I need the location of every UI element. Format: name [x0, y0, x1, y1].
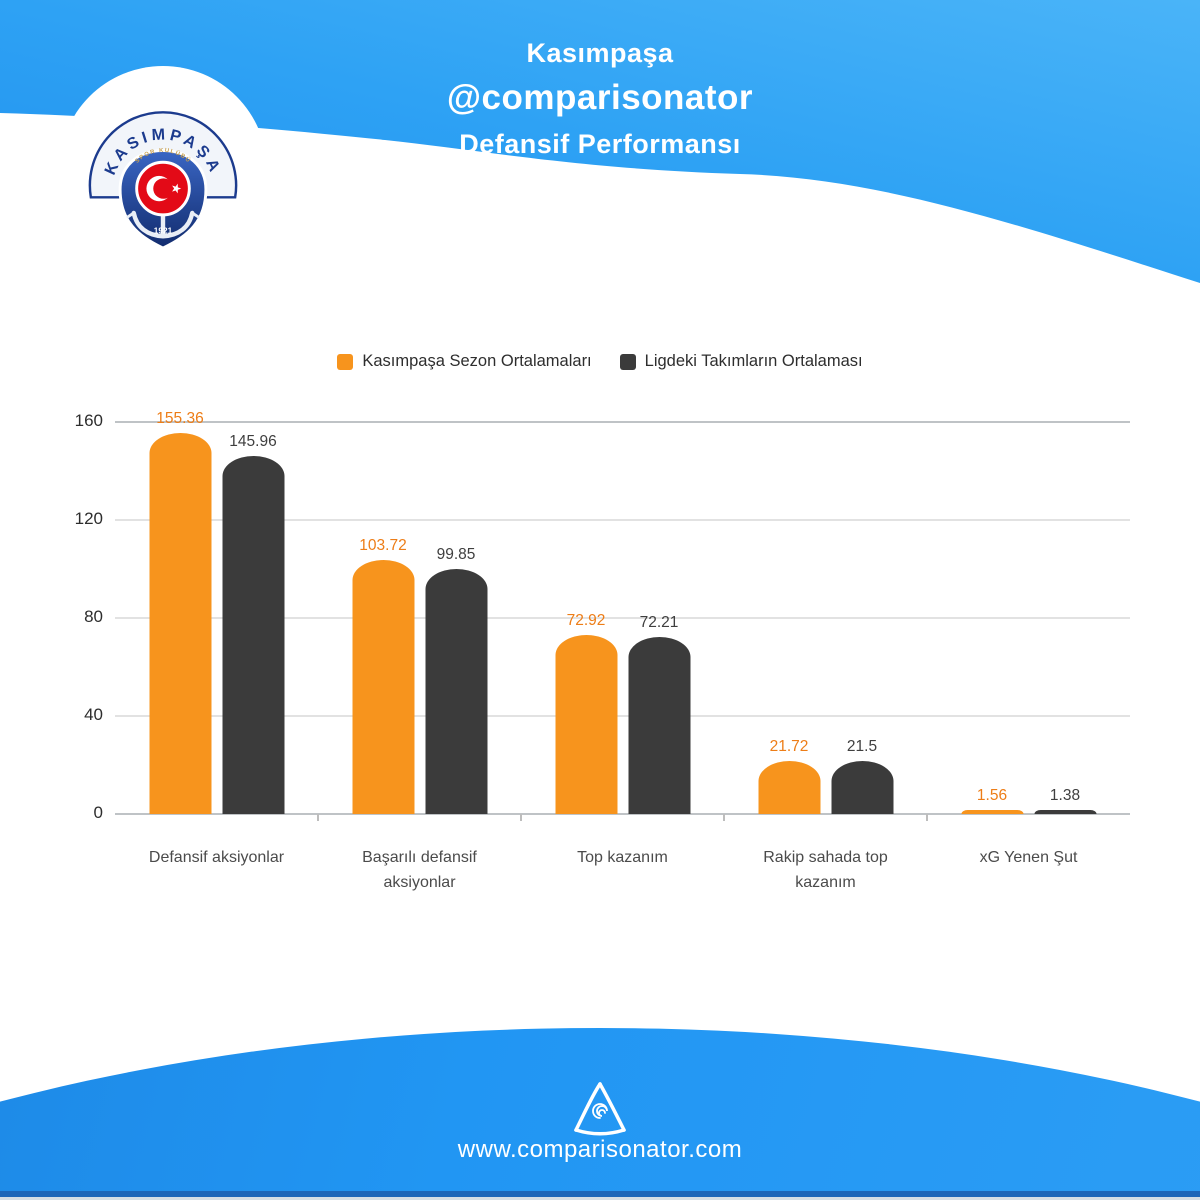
bottom-strip-light — [0, 1197, 1200, 1200]
y-tick-label-0: 0 — [93, 803, 103, 822]
bar-group: 21.72 21.5 Rakip sahada top kazanım — [724, 422, 927, 891]
y-tick-label-160: 160 — [74, 411, 103, 430]
bar-column: 155.36 — [149, 410, 211, 814]
bar-column: 145.96 — [222, 433, 284, 814]
value-label: 155.36 — [156, 410, 204, 428]
legend-label-league: Ligdeki Takımların Ortalaması — [644, 352, 863, 370]
x-axis-tick — [317, 814, 319, 821]
bar-column: 99.85 — [425, 546, 487, 814]
y-tick-label-80: 80 — [84, 607, 103, 626]
bar-group: 72.92 72.21 Top kazanım — [521, 422, 724, 866]
bar-kasimpasa — [352, 559, 414, 814]
bar-column: 21.72 — [758, 738, 820, 814]
gridline-80 — [115, 617, 1130, 619]
bar-league — [831, 761, 893, 814]
website-url: www.comparisonator.com — [457, 1136, 743, 1163]
bar-column: 103.72 — [352, 537, 414, 814]
bar-column: 1.56 — [961, 787, 1023, 814]
bar-column: 1.38 — [1034, 787, 1096, 814]
value-label: 21.72 — [769, 737, 809, 755]
star-icon — [172, 183, 182, 194]
comparisonator-logo-icon — [574, 1082, 626, 1136]
category-label: Rakip sahada top kazanım — [763, 849, 888, 891]
crescent-inner — [153, 178, 174, 199]
gridline-120 — [115, 519, 1130, 521]
value-label: 145.96 — [229, 433, 277, 451]
team-name: Kasımpaşa — [526, 38, 674, 68]
bar-column: 72.92 — [555, 612, 617, 814]
y-tick-label-40: 40 — [84, 705, 103, 724]
value-label: 1.56 — [976, 787, 1008, 804]
bar-pair: 72.92 72.21 — [555, 612, 690, 814]
header-titles: Kasımpaşa @comparisonator Defansif Perfo… — [0, 38, 1200, 160]
bar-group: 155.36 145.96 Defansif aksiyonlar — [115, 410, 318, 866]
plot-area: 0 40 80 120 160 155.36 145.96 Defansif aksiyonl… — [75, 410, 1130, 891]
chart-legend: Kasımpaşa Sezon Ortalamaları Ligdeki Tak… — [0, 352, 1200, 371]
bar-column: 72.21 — [628, 614, 690, 814]
bar-pair: 155.36 145.96 — [149, 410, 284, 814]
bar-league — [628, 637, 690, 814]
bar-pair: 21.72 21.5 — [758, 738, 893, 814]
bar-pair: 103.72 99.85 — [352, 537, 487, 814]
legend-item-kasimpasa: Kasımpaşa Sezon Ortalamaları — [337, 352, 592, 371]
x-axis-tick — [926, 814, 928, 821]
value-label: 103.72 — [359, 536, 407, 554]
bar-kasimpasa — [149, 433, 211, 814]
legend-swatch-orange-icon — [337, 353, 354, 370]
bar-pair: 1.56 1.38 — [961, 787, 1096, 814]
category-label: Defansif aksiyonlar — [148, 849, 285, 866]
bottom-strip-dark — [0, 1191, 1200, 1197]
value-label: 21.5 — [846, 738, 878, 756]
gridline-160 — [115, 421, 1130, 423]
gridline-0 — [115, 813, 1130, 815]
value-label: 72.92 — [566, 612, 606, 630]
value-label: 1.38 — [1049, 787, 1081, 804]
bar-group: 103.72 99.85 Başarılı defansif aksiyonlar — [318, 422, 521, 891]
value-label: 99.85 — [436, 546, 476, 564]
y-tick-label-120: 120 — [74, 509, 103, 528]
bar-kasimpasa — [961, 810, 1023, 814]
legend-item-league: Ligdeki Takımların Ortalaması — [619, 352, 863, 371]
bar-column: 21.5 — [831, 738, 893, 814]
legend-swatch-dark-icon — [619, 353, 636, 370]
bar-league — [222, 456, 284, 814]
bar-group: 1.56 1.38 xG Yenen Şut — [927, 422, 1130, 866]
x-axis-tick — [520, 814, 522, 821]
category-label: xG Yenen Şut — [979, 849, 1078, 866]
bar-kasimpasa — [758, 760, 820, 814]
page-title: Defansif Performansı — [459, 129, 741, 159]
bar-kasimpasa — [555, 635, 617, 814]
bar-league — [425, 569, 487, 814]
gridline-40 — [115, 715, 1130, 717]
legend-label-kasimpasa: Kasımpaşa Sezon Ortalamaları — [362, 352, 592, 370]
header-wave-shape — [0, 0, 1200, 283]
x-axis-tick — [723, 814, 725, 821]
bar-league — [1034, 810, 1096, 814]
kasimpasa-crest-icon: KASIMPAŞA SPOR KULÜBÜ 1921 — [88, 111, 238, 250]
value-label: 72.21 — [639, 614, 679, 632]
brand-handle: @comparisonator — [446, 78, 754, 117]
category-label: Başarılı defansif aksiyonlar — [362, 849, 477, 891]
crest-year-text: 1921 — [154, 226, 173, 235]
category-label: Top kazanım — [577, 849, 668, 866]
